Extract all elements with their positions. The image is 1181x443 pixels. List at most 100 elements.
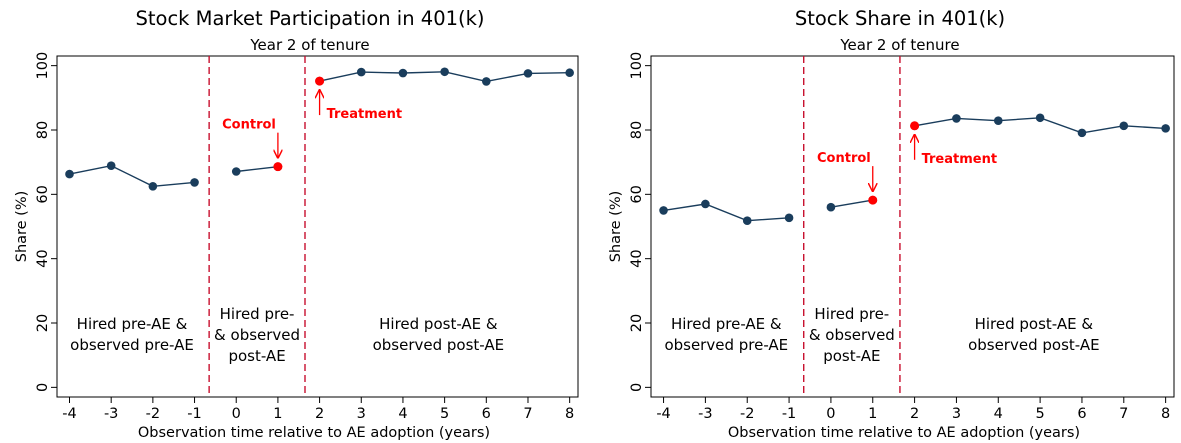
- x-tick-label: 0: [826, 406, 835, 422]
- x-axis-label: Observation time relative to AE adoption…: [138, 425, 490, 441]
- chart-subtitle: Year 2 of tenure: [839, 36, 959, 54]
- region-label-line: Hired pre-: [814, 305, 889, 323]
- x-tick-label: 0: [232, 406, 241, 422]
- y-tick-label: 80: [629, 121, 645, 139]
- x-tick-label: 5: [440, 406, 449, 422]
- x-tick-label: 8: [1161, 406, 1170, 422]
- x-tick-label: -2: [740, 406, 754, 422]
- data-point: [231, 167, 241, 176]
- x-tick-label: 1: [868, 406, 877, 422]
- y-tick-label: 0: [629, 383, 645, 392]
- data-point: [952, 114, 961, 123]
- x-tick-label: -3: [698, 406, 712, 422]
- region-label-line: observed post-AE: [968, 336, 1100, 354]
- chart-panel-1: Stock Market Participation in 401(k) Year…: [14, 7, 579, 441]
- data-point: [742, 216, 752, 226]
- treatment-point: [315, 76, 325, 86]
- y-tick-label: 40: [35, 249, 51, 267]
- chart-title: Stock Market Participation in 401(k): [135, 7, 484, 30]
- region-label: Hired pre- & observed post-AE: [214, 305, 300, 365]
- data-point: [398, 68, 408, 78]
- data-point: [1119, 121, 1129, 131]
- plot-frame: [56, 55, 579, 398]
- plot-frame: [650, 55, 1175, 398]
- data-point: [659, 206, 668, 215]
- region-label-line: Hired pre-: [220, 305, 295, 323]
- y-tick-label: 20: [629, 314, 645, 332]
- y-tick-label: 100: [35, 52, 51, 80]
- x-tick-label: 5: [1035, 406, 1044, 422]
- region-label-line: & observed: [214, 326, 300, 344]
- x-tick-label: 7: [523, 406, 532, 422]
- region-label-line: & observed: [809, 326, 895, 344]
- x-axis-label: Observation time relative to AE adoption…: [728, 425, 1080, 441]
- series-line: [663, 203, 790, 222]
- data-point: [65, 169, 74, 179]
- x-tick-label: -1: [782, 406, 796, 422]
- data-point: [784, 213, 794, 223]
- x-tick-label: 3: [357, 406, 366, 422]
- region-label: Hired post-AE & observed post-AE: [373, 315, 505, 354]
- x-tick-label: 4: [994, 406, 1003, 422]
- chart-subtitle: Year 2 of tenure: [249, 36, 369, 54]
- control-point: [273, 162, 283, 172]
- data-point: [148, 181, 158, 191]
- data-point: [1035, 113, 1045, 123]
- treatment-label: Treatment: [327, 107, 403, 122]
- region-label-line: observed post-AE: [373, 336, 505, 354]
- region-label: Hired post-AE & observed post-AE: [968, 315, 1100, 354]
- region-label-line: observed pre-AE: [664, 336, 788, 354]
- x-tick-label: 8: [565, 406, 574, 422]
- data-point: [1077, 128, 1087, 138]
- x-tick-label: 3: [952, 406, 961, 422]
- data-point: [356, 67, 366, 77]
- y-tick-label: 20: [35, 314, 51, 332]
- y-tick-label: 60: [35, 185, 51, 203]
- data-point: [482, 77, 491, 86]
- series-line: [69, 164, 195, 188]
- data-point: [190, 178, 199, 187]
- y-tick-label: 100: [629, 52, 645, 80]
- x-tick-label: 2: [910, 406, 919, 422]
- x-tick-label: 7: [1119, 406, 1128, 422]
- control-label: Control: [222, 118, 276, 133]
- data-point: [701, 199, 710, 209]
- x-tick-label: 2: [315, 406, 324, 422]
- data-point: [993, 116, 1003, 125]
- y-tick-label: 0: [35, 383, 51, 392]
- region-label: Hired pre-AE & observed pre-AE: [70, 315, 194, 354]
- data-point: [565, 68, 574, 78]
- data-point: [826, 202, 836, 212]
- x-tick-label: -1: [187, 406, 201, 422]
- data-point: [106, 161, 116, 170]
- treatment-label: Treatment: [922, 152, 998, 167]
- control-label: Control: [817, 151, 871, 166]
- region-label: Hired pre-AE & observed pre-AE: [664, 315, 788, 354]
- y-tick-label: 60: [629, 185, 645, 203]
- y-tick-label: 80: [35, 121, 51, 139]
- data-point: [523, 69, 533, 78]
- data-point: [1161, 124, 1170, 133]
- x-tick-label: -4: [62, 406, 76, 422]
- x-tick-label: 1: [273, 406, 282, 422]
- region-label-line: post-AE: [228, 347, 285, 365]
- region-label-line: Hired post-AE &: [379, 315, 498, 333]
- chart-panel-2: Stock Share in 401(k)Year 2 of tenure020…: [608, 7, 1175, 441]
- series-line: [236, 166, 278, 173]
- data-point: [440, 67, 449, 77]
- control-point: [868, 195, 878, 205]
- region-label-line: post-AE: [823, 347, 880, 365]
- chart-title: Stock Share in 401(k): [795, 7, 1005, 30]
- x-tick-label: 4: [398, 406, 407, 422]
- region-label-line: Hired pre-AE &: [671, 315, 782, 333]
- x-tick-label: -2: [146, 406, 160, 422]
- series-line: [830, 199, 873, 208]
- region-label-line: Hired pre-AE &: [77, 315, 188, 333]
- region-label: Hired pre- & observed post-AE: [809, 305, 895, 365]
- x-tick-label: -3: [104, 406, 118, 422]
- treatment-point: [910, 121, 920, 131]
- region-label-line: Hired post-AE &: [975, 315, 1094, 333]
- x-tick-label: 6: [1077, 406, 1086, 422]
